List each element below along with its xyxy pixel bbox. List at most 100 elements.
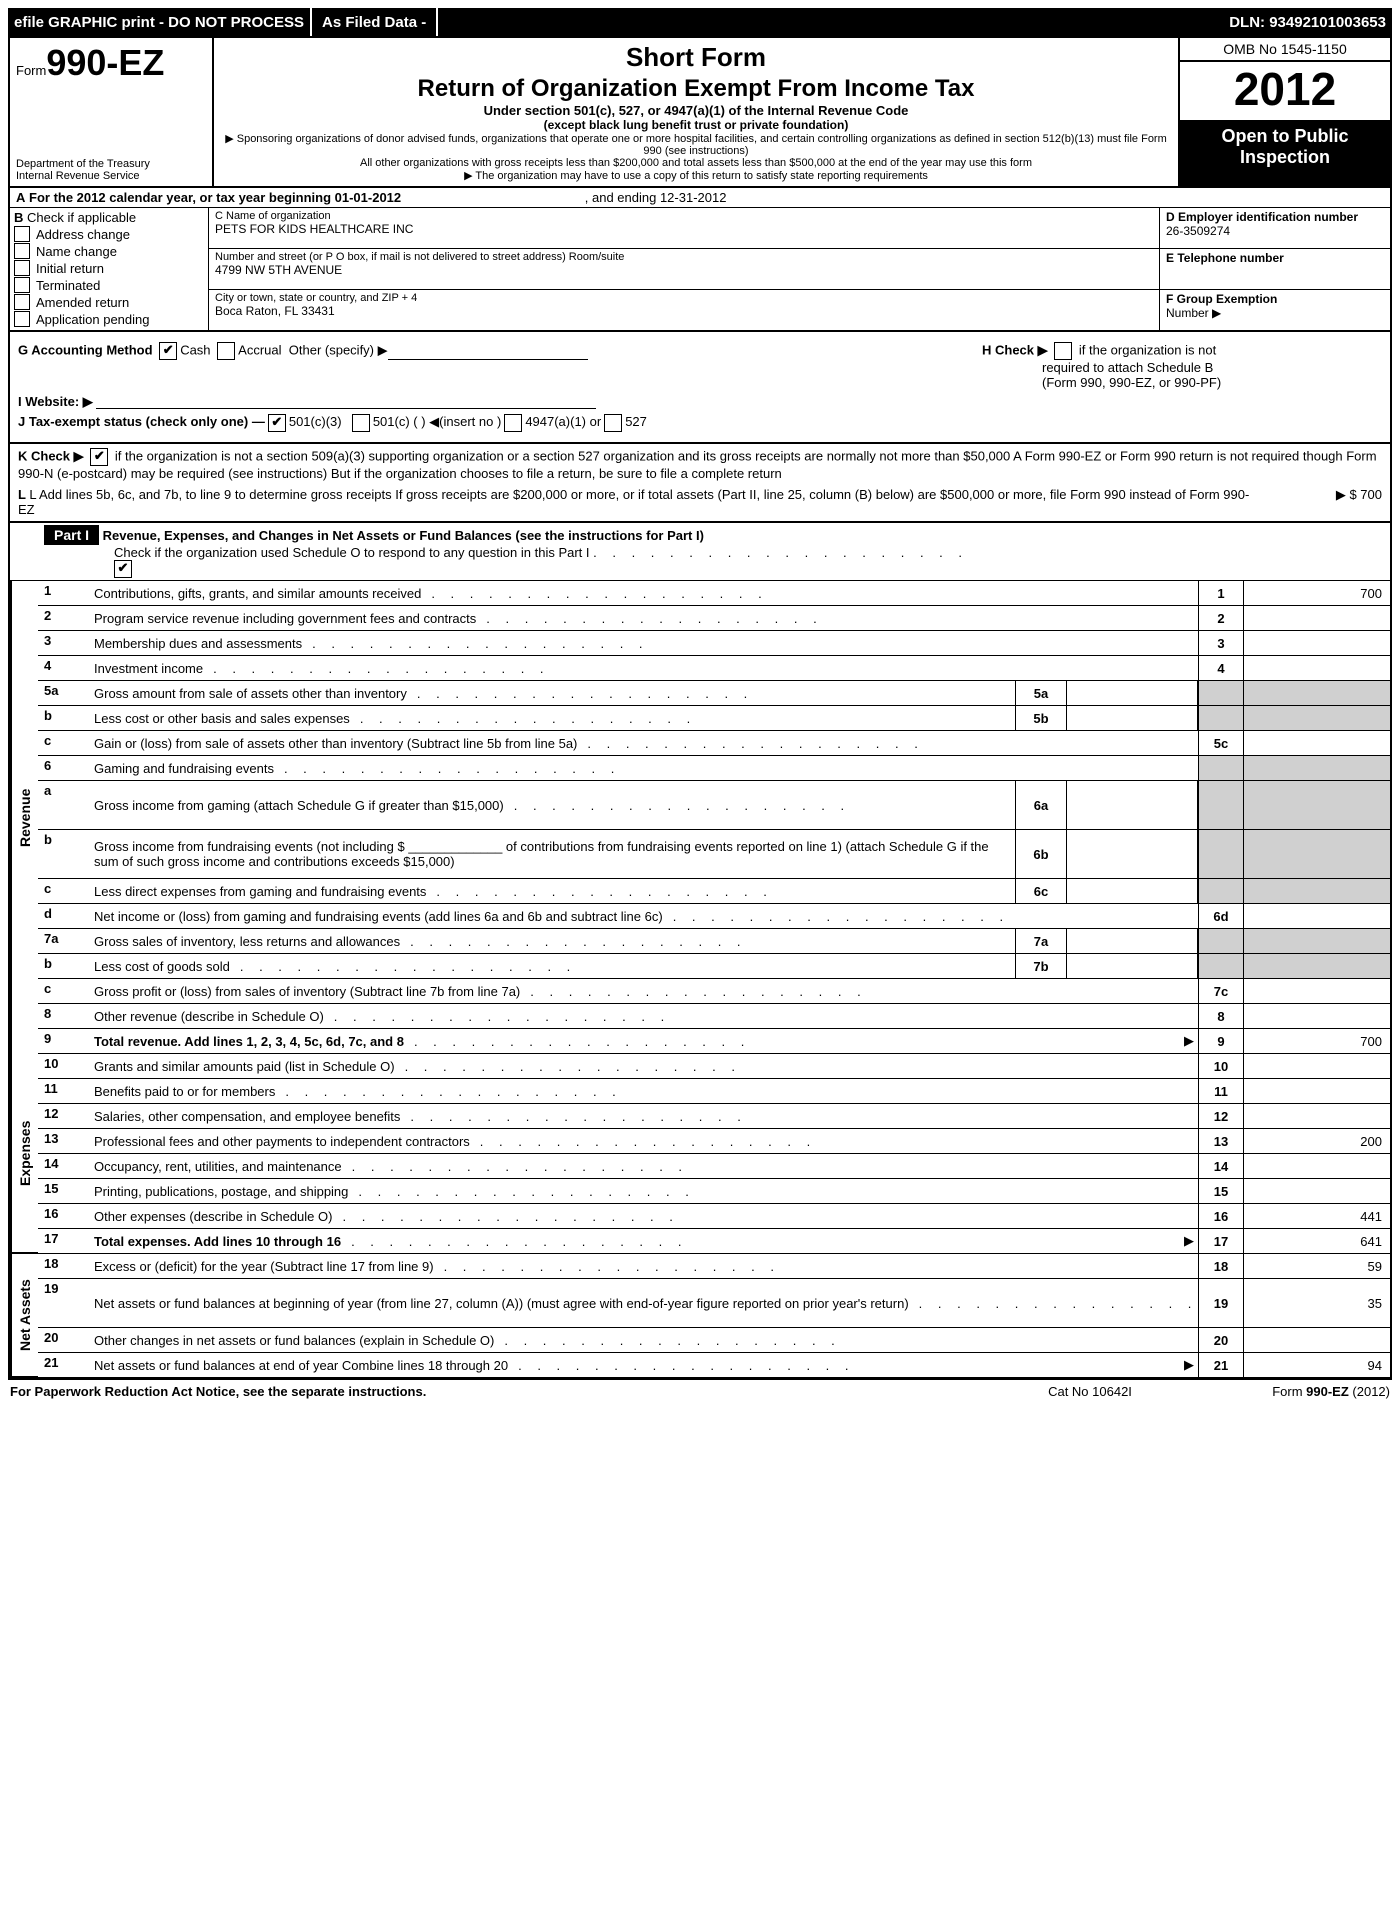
chk-initial[interactable]: Initial return	[14, 260, 204, 276]
rnum: 13	[1198, 1129, 1243, 1153]
k-checkbox[interactable]: ✔	[90, 448, 108, 466]
line-15: 15Printing, publications, postage, and s…	[38, 1179, 1390, 1204]
city-label: City or town, state or country, and ZIP …	[215, 292, 1153, 304]
line-desc: Other changes in net assets or fund bala…	[90, 1328, 1198, 1352]
rval	[1243, 1079, 1390, 1103]
checkbox-icon	[14, 260, 30, 276]
rval	[1243, 1054, 1390, 1078]
rnum	[1198, 954, 1243, 978]
line-9: 9Total revenue. Add lines 1, 2, 3, 4, 5c…	[38, 1029, 1390, 1054]
line-3: 3Membership dues and assessments. . . . …	[38, 631, 1390, 656]
line-desc: Investment income. . . . . . . . . . . .…	[90, 656, 1198, 680]
line-13: 13Professional fees and other payments t…	[38, 1129, 1390, 1154]
accrual-checkbox[interactable]	[217, 342, 235, 360]
line-desc: Gross sales of inventory, less returns a…	[90, 929, 1015, 953]
rnum: 11	[1198, 1079, 1243, 1103]
col-de: D Employer identification number 26-3509…	[1160, 208, 1390, 330]
label-b: B	[14, 210, 23, 225]
checkbox-icon	[14, 226, 30, 242]
line-num: 6	[38, 756, 90, 780]
line-num: b	[38, 954, 90, 978]
header-right: OMB No 1545-1150 2012 Open to Public Ins…	[1180, 38, 1390, 186]
line-num: 13	[38, 1129, 90, 1153]
rval	[1243, 929, 1390, 953]
chk-pending[interactable]: Application pending	[14, 311, 204, 327]
line-c: cGain or (loss) from sale of assets othe…	[38, 731, 1390, 756]
k-label: K Check ▶	[18, 448, 84, 463]
i-label: I Website: ▶	[18, 394, 93, 410]
rnum: 8	[1198, 1004, 1243, 1028]
rval	[1243, 1104, 1390, 1128]
other-input[interactable]	[388, 345, 588, 360]
j-4947-checkbox[interactable]	[504, 414, 522, 432]
row-a-text: For the 2012 calendar year, or tax year …	[29, 190, 401, 205]
rnum: 19	[1198, 1279, 1243, 1327]
rnum: 16	[1198, 1204, 1243, 1228]
website-input[interactable]	[96, 394, 596, 409]
rnum	[1198, 929, 1243, 953]
line-num: 3	[38, 631, 90, 655]
line-num: 10	[38, 1054, 90, 1078]
chk-name[interactable]: Name change	[14, 243, 204, 259]
row-a: A For the 2012 calendar year, or tax yea…	[10, 188, 1390, 208]
subval	[1067, 706, 1198, 730]
subval	[1067, 954, 1198, 978]
line-10: 10Grants and similar amounts paid (list …	[38, 1054, 1390, 1079]
line-6: 6Gaming and fundraising events. . . . . …	[38, 756, 1390, 781]
line-b: bLess cost of goods sold. . . . . . . . …	[38, 954, 1390, 979]
h-checkbox[interactable]	[1054, 342, 1072, 360]
rval	[1243, 979, 1390, 1003]
rval: 700	[1243, 581, 1390, 605]
group-exemption-label: F Group Exemption	[1166, 292, 1277, 306]
rval: 200	[1243, 1129, 1390, 1153]
netassets-section: Net Assets 18Excess or (deficit) for the…	[10, 1254, 1390, 1378]
dln-label: DLN: 93492101003653	[1229, 14, 1392, 31]
line-desc: Gain or (loss) from sale of assets other…	[90, 731, 1198, 755]
part1-title: Revenue, Expenses, and Changes in Net As…	[103, 528, 704, 543]
return-title: Return of Organization Exempt From Incom…	[222, 75, 1170, 103]
group-exemption-number: Number ▶	[1166, 306, 1384, 320]
part1-header-row: Part I Revenue, Expenses, and Changes in…	[10, 523, 1390, 581]
dept-treasury: Department of the Treasury	[16, 158, 206, 170]
street-value: 4799 NW 5TH AVENUE	[215, 263, 1153, 277]
checkbox-icon	[14, 243, 30, 259]
rnum	[1198, 879, 1243, 903]
line-18: 18Excess or (deficit) for the year (Subt…	[38, 1254, 1390, 1279]
as-filed-label: As Filed Data -	[310, 8, 438, 36]
line-desc: Professional fees and other payments to …	[90, 1129, 1198, 1153]
j-label: J Tax-exempt status (check only one) —	[18, 414, 265, 432]
chk-amended[interactable]: Amended return	[14, 294, 204, 310]
subval	[1067, 830, 1198, 878]
line-num: 7a	[38, 929, 90, 953]
omb-number: OMB No 1545-1150	[1180, 38, 1390, 62]
line-desc: Membership dues and assessments. . . . .…	[90, 631, 1198, 655]
short-form-title: Short Form	[222, 42, 1170, 73]
line-num: 9	[38, 1029, 90, 1053]
cash-checkbox[interactable]: ✔	[159, 342, 177, 360]
rval	[1243, 1004, 1390, 1028]
line-11: 11Benefits paid to or for members. . . .…	[38, 1079, 1390, 1104]
line-desc: Net assets or fund balances at beginning…	[90, 1279, 1198, 1327]
part1-checkbox[interactable]: ✔	[114, 560, 132, 578]
j-527-checkbox[interactable]	[604, 414, 622, 432]
chk-address[interactable]: Address change	[14, 226, 204, 242]
rnum: 4	[1198, 656, 1243, 680]
line-8: 8Other revenue (describe in Schedule O).…	[38, 1004, 1390, 1029]
line-17: 17Total expenses. Add lines 10 through 1…	[38, 1229, 1390, 1254]
rnum: 5c	[1198, 731, 1243, 755]
open-line2: Inspection	[1180, 147, 1390, 168]
line-desc: Less cost or other basis and sales expen…	[90, 706, 1015, 730]
form-number: Form990-EZ	[16, 42, 206, 84]
line-desc: Contributions, gifts, grants, and simila…	[90, 581, 1198, 605]
chk-terminated[interactable]: Terminated	[14, 277, 204, 293]
label-a: A	[16, 190, 25, 205]
j-501c3-checkbox[interactable]: ✔	[268, 414, 286, 432]
rnum: 9	[1198, 1029, 1243, 1053]
j-501c-checkbox[interactable]	[352, 414, 370, 432]
line-21: 21Net assets or fund balances at end of …	[38, 1353, 1390, 1378]
subcol: 6a	[1015, 781, 1067, 829]
line-14: 14Occupancy, rent, utilities, and mainte…	[38, 1154, 1390, 1179]
line-num: 15	[38, 1179, 90, 1203]
subcol: 7a	[1015, 929, 1067, 953]
subval	[1067, 781, 1198, 829]
